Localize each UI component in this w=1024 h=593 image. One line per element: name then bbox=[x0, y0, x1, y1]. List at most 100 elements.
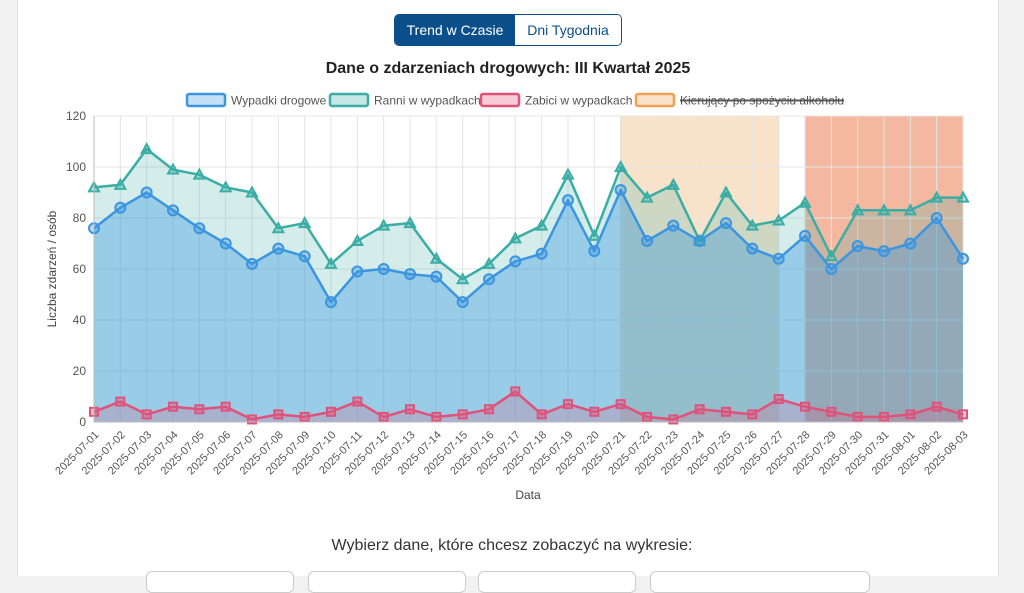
data-point bbox=[247, 414, 257, 425]
data-point bbox=[455, 272, 470, 285]
data-point bbox=[403, 216, 417, 229]
data-point bbox=[904, 237, 917, 250]
data-point bbox=[534, 218, 549, 231]
data-point bbox=[508, 231, 523, 244]
data-point bbox=[167, 204, 179, 217]
data-point bbox=[930, 212, 943, 224]
data-point bbox=[536, 409, 547, 420]
x-axis-label: Data bbox=[515, 488, 541, 502]
data-point bbox=[273, 409, 284, 420]
data-point bbox=[378, 411, 389, 422]
tab-weekdays[interactable]: Dni Tygodnia bbox=[515, 15, 621, 45]
data-point bbox=[772, 252, 785, 265]
data-point bbox=[457, 409, 468, 420]
y-tick-label: 120 bbox=[66, 109, 86, 123]
data-point bbox=[929, 190, 944, 203]
series-area-0 bbox=[94, 190, 963, 422]
data-point bbox=[563, 399, 573, 410]
data-point bbox=[299, 411, 310, 422]
data-point bbox=[483, 273, 495, 286]
data-point bbox=[535, 247, 548, 260]
data-point bbox=[615, 399, 626, 410]
series-line-1 bbox=[93, 147, 963, 281]
data-point bbox=[879, 411, 889, 422]
data-point bbox=[298, 250, 311, 263]
data-point bbox=[430, 270, 443, 283]
data-point bbox=[877, 203, 891, 216]
data-point bbox=[931, 401, 942, 412]
data-point bbox=[562, 194, 574, 207]
data-point bbox=[640, 190, 654, 203]
data-point bbox=[114, 201, 127, 214]
data-point bbox=[219, 237, 232, 250]
data-point bbox=[641, 234, 653, 247]
data-point bbox=[798, 195, 812, 208]
legend-swatch bbox=[185, 92, 227, 108]
data-point bbox=[668, 414, 679, 425]
chart-title: Dane o zdarzeniach drogowych: III Kwarta… bbox=[326, 60, 691, 77]
series-points bbox=[87, 142, 970, 425]
data-point bbox=[220, 401, 231, 412]
data-point bbox=[773, 394, 784, 405]
data-point bbox=[376, 218, 391, 231]
series-toggle-button[interactable] bbox=[308, 571, 466, 593]
data-point bbox=[613, 159, 628, 172]
data-point bbox=[824, 249, 839, 262]
data-point bbox=[903, 203, 918, 216]
data-point bbox=[745, 218, 760, 231]
chart-legend: Wypadki drogowe Ranni w wypadkach Zabici w… bbox=[185, 92, 845, 108]
data-point bbox=[166, 162, 180, 175]
data-point bbox=[326, 406, 336, 417]
data-point bbox=[484, 404, 494, 415]
data-point bbox=[431, 411, 442, 422]
data-point bbox=[139, 142, 154, 155]
y-tick-label: 20 bbox=[73, 364, 87, 378]
data-point bbox=[747, 409, 758, 420]
data-point bbox=[193, 222, 206, 235]
data-point bbox=[510, 386, 521, 397]
data-point bbox=[905, 409, 916, 420]
series-lines bbox=[93, 147, 965, 421]
data-point bbox=[956, 190, 970, 203]
data-point bbox=[799, 229, 811, 242]
data-point bbox=[141, 409, 152, 420]
data-point bbox=[482, 256, 496, 269]
data-point bbox=[351, 265, 364, 278]
data-point bbox=[405, 404, 415, 415]
data-point bbox=[352, 396, 363, 407]
data-point bbox=[850, 203, 865, 216]
data-point bbox=[642, 411, 652, 422]
series-toggle-button[interactable] bbox=[146, 571, 294, 593]
data-point bbox=[404, 268, 416, 281]
data-point bbox=[588, 245, 601, 258]
legend-swatch bbox=[634, 92, 676, 108]
data-point bbox=[324, 256, 338, 269]
line-chart: Dane o zdarzeniach drogowych: III Kwarta… bbox=[45, 60, 971, 502]
legend-label: Ranni w wypadkach bbox=[374, 94, 481, 108]
y-tick-label: 0 bbox=[79, 415, 86, 429]
data-point bbox=[694, 404, 705, 415]
data-point bbox=[719, 185, 733, 198]
legend-label: Zabici w wypadkach bbox=[525, 94, 632, 108]
data-point bbox=[720, 217, 732, 230]
data-point bbox=[587, 228, 602, 241]
data-point bbox=[826, 406, 837, 417]
y-tick-label: 100 bbox=[66, 160, 86, 174]
data-point bbox=[429, 251, 444, 264]
data-point bbox=[800, 401, 810, 412]
series-line-2 bbox=[93, 390, 964, 421]
series-toggle-button[interactable] bbox=[478, 571, 636, 593]
legend-swatch bbox=[328, 92, 370, 108]
data-point bbox=[115, 396, 126, 407]
data-point bbox=[271, 221, 286, 234]
series-line-0 bbox=[93, 188, 965, 304]
series-toggle-button[interactable] bbox=[650, 571, 870, 593]
data-point bbox=[245, 185, 259, 198]
selection-prompt: Wybierz dane, które chcesz zobaczyć na w… bbox=[331, 537, 693, 554]
data-point bbox=[297, 216, 312, 229]
y-tick-label: 80 bbox=[73, 211, 87, 225]
data-point bbox=[350, 233, 365, 246]
data-point bbox=[589, 406, 600, 417]
data-point bbox=[218, 180, 233, 193]
tab-trend[interactable]: Trend w Czasie bbox=[395, 15, 515, 45]
